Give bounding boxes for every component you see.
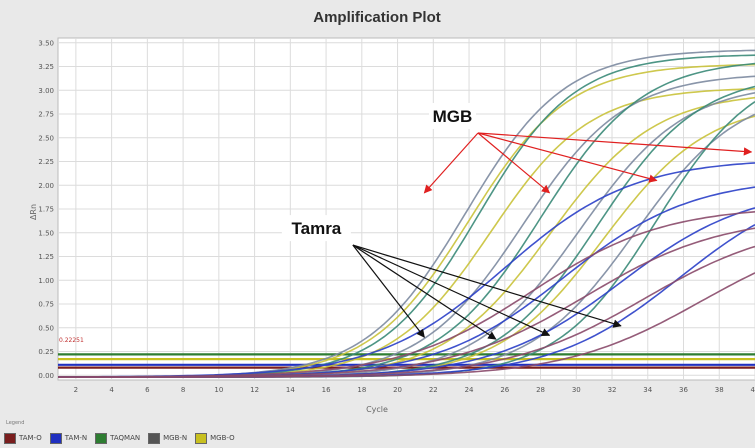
legend-item-tam-n: TAM-N xyxy=(49,432,88,444)
legend: TAM-O TAM-N TAQMAN MGB-N MGB-O xyxy=(0,428,755,448)
y-tick-label: 3.25 xyxy=(38,63,54,71)
x-tick-label: 30 xyxy=(572,386,581,394)
y-tick-label: 0.50 xyxy=(38,324,54,332)
y-tick-label: 2.50 xyxy=(38,134,54,142)
y-axis-label: ΔRn xyxy=(29,204,38,220)
legend-label: TAM-O xyxy=(19,434,42,442)
x-tick-label: 26 xyxy=(500,386,509,394)
x-tick-label: 16 xyxy=(322,386,331,394)
x-tick-label: 8 xyxy=(181,386,185,394)
legend-item-taqman: TAQMAN xyxy=(95,432,141,444)
x-tick-label: 24 xyxy=(465,386,474,394)
x-tick-label: 20 xyxy=(393,386,402,394)
x-tick-label: 2 xyxy=(74,386,78,394)
annotation-arrow xyxy=(423,132,479,194)
y-tick-label: 1.00 xyxy=(38,277,54,285)
y-tick-label: 2.25 xyxy=(38,158,54,166)
legend-swatch xyxy=(148,432,161,444)
annotations: MGB Tamra xyxy=(281,103,753,340)
annotation-label: MGB xyxy=(433,107,473,126)
y-tick-label: 0.00 xyxy=(38,372,54,380)
annotation-arrow xyxy=(477,132,753,156)
y-tick-label: 1.75 xyxy=(38,206,54,214)
threshold-lines xyxy=(58,353,755,369)
x-tick-label: 38 xyxy=(715,386,724,394)
chart-title: Amplification Plot xyxy=(313,9,441,26)
x-tick-label: 6 xyxy=(145,386,150,394)
annotation-box xyxy=(428,103,476,129)
y-tick-label: 2.75 xyxy=(38,111,54,119)
x-tick-label: 34 xyxy=(643,386,652,394)
y-tick-label: 1.25 xyxy=(38,253,54,261)
legend-title: Legend xyxy=(6,420,25,426)
x-tick-label: 22 xyxy=(429,386,438,394)
legend-swatch xyxy=(4,432,16,444)
legend-swatch xyxy=(95,432,108,444)
legend-item-mgb-n: MGB-N xyxy=(148,432,188,444)
x-tick-label: 12 xyxy=(250,386,259,394)
legend-item-tam-o: TAM-O xyxy=(4,432,42,444)
annotation-arrow xyxy=(352,244,622,328)
y-tick-label: 2.00 xyxy=(38,182,54,190)
legend-label: MGB-O xyxy=(210,434,235,442)
y-axis-ticks: 0.00 0.25 0.50 0.75 1.00 1.25 1.50 1.75 2.00 2.25… xyxy=(38,39,54,380)
legend-swatch xyxy=(195,432,208,444)
x-tick-label: 14 xyxy=(286,386,295,394)
annotation-arrow xyxy=(352,244,551,337)
x-axis-ticks: 246810121416182022242628303234363840 xyxy=(74,386,755,394)
x-tick-label: 36 xyxy=(679,386,688,394)
y-tick-label: 0.75 xyxy=(38,301,54,309)
legend-item-mgb-o: MGB-O xyxy=(195,432,235,444)
x-tick-label: 4 xyxy=(109,386,114,394)
x-tick-label: 18 xyxy=(357,386,366,394)
legend-label: TAQMAN xyxy=(110,434,141,442)
x-tick-label: 10 xyxy=(214,386,223,394)
x-axis-label: Cycle xyxy=(366,405,388,414)
legend-label: MGB-N xyxy=(163,434,188,442)
y-tick-label: 3.50 xyxy=(38,39,54,47)
annotation-label: Tamra xyxy=(292,219,342,238)
annotation-arrow xyxy=(477,132,658,183)
annotation-arrow xyxy=(352,244,425,338)
amplification-curves xyxy=(57,49,755,378)
x-tick-label: 32 xyxy=(608,386,617,394)
annotation-box xyxy=(281,215,351,242)
annotation-arrow xyxy=(477,132,551,194)
y-tick-label: 3.00 xyxy=(38,87,54,95)
x-tick-label: 28 xyxy=(536,386,545,394)
legend-swatch xyxy=(49,432,62,444)
y-tick-label: 1.50 xyxy=(38,229,54,237)
annotation-arrow xyxy=(352,244,497,340)
x-tick-label: 40 xyxy=(751,386,755,394)
legend-label: TAM-N xyxy=(64,434,88,442)
threshold-value-label: 0.22251 xyxy=(59,337,84,344)
y-tick-label: 0.25 xyxy=(38,348,54,356)
curve-tam-o xyxy=(58,272,755,378)
